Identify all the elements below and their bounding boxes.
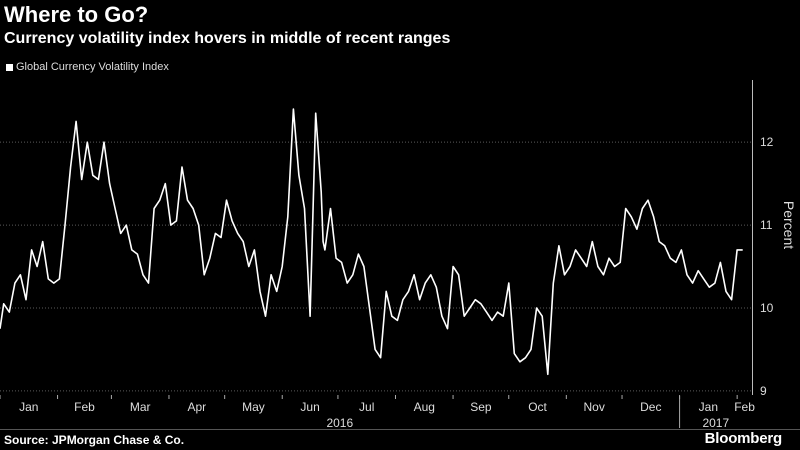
x-tick-label: Sep [470, 400, 492, 414]
source-note: Source: JPMorgan Chase & Co. [4, 433, 185, 447]
chart-subtitle: Currency volatility index hovers in midd… [4, 30, 451, 47]
legend-swatch [6, 63, 13, 71]
y-tick-label: 10 [760, 301, 774, 315]
x-tick-label: Apr [187, 400, 206, 414]
x-tick-label: Mar [130, 400, 151, 414]
x-tick-label: Jan [19, 400, 38, 414]
x-tick-label: Oct [528, 400, 547, 414]
y-axis-label: Percent [781, 201, 797, 249]
y-tick-label: 9 [760, 384, 767, 398]
chart-title: Where to Go? [4, 2, 149, 27]
x-tick-label: Aug [414, 400, 435, 414]
x-tick-label: Jun [300, 400, 319, 414]
x-year-label: 2016 [326, 416, 353, 430]
y-tick-label: 12 [760, 135, 774, 149]
series-line-global-currency-volatility [0, 108, 743, 376]
footer-divider [0, 429, 800, 430]
x-tick-label: Jul [359, 400, 374, 414]
legend: Global Currency Volatility Index [6, 61, 169, 73]
x-tick-label: May [242, 400, 265, 414]
y-tick-label: 11 [760, 218, 773, 232]
x-tick-label: Feb [74, 400, 95, 414]
x-year-label: 2017 [702, 416, 729, 430]
legend-label: Global Currency Volatility Index [16, 61, 169, 73]
bloomberg-logo: Bloomberg [704, 430, 783, 447]
x-tick-label: Jan [699, 400, 718, 414]
x-tick-label: Dec [640, 400, 661, 414]
x-tick-label: Nov [584, 400, 605, 414]
x-tick-label: Feb [734, 400, 755, 414]
